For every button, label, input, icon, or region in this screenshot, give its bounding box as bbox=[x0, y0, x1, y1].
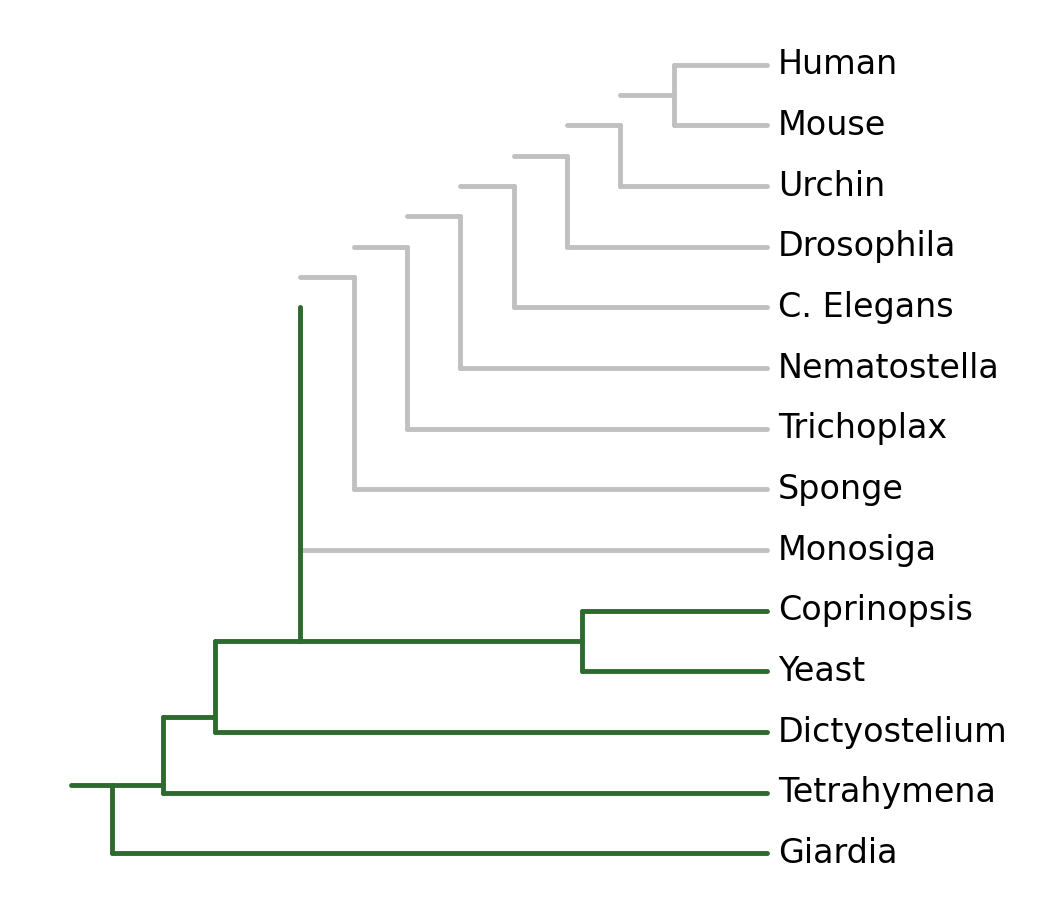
Text: Human: Human bbox=[778, 49, 898, 81]
Text: Urchin: Urchin bbox=[778, 169, 885, 202]
Text: Yeast: Yeast bbox=[778, 655, 865, 688]
Text: Tetrahymena: Tetrahymena bbox=[778, 776, 997, 809]
Text: Coprinopsis: Coprinopsis bbox=[778, 594, 973, 627]
Text: Monosiga: Monosiga bbox=[778, 534, 938, 567]
Text: Dictyostelium: Dictyostelium bbox=[778, 716, 1008, 749]
Text: C. Elegans: C. Elegans bbox=[778, 291, 954, 324]
Text: Giardia: Giardia bbox=[778, 837, 898, 870]
Text: Mouse: Mouse bbox=[778, 109, 886, 142]
Text: Drosophila: Drosophila bbox=[778, 230, 957, 264]
Text: Nematostella: Nematostella bbox=[778, 352, 1000, 384]
Text: Trichoplax: Trichoplax bbox=[778, 412, 947, 446]
Text: Sponge: Sponge bbox=[778, 472, 904, 506]
